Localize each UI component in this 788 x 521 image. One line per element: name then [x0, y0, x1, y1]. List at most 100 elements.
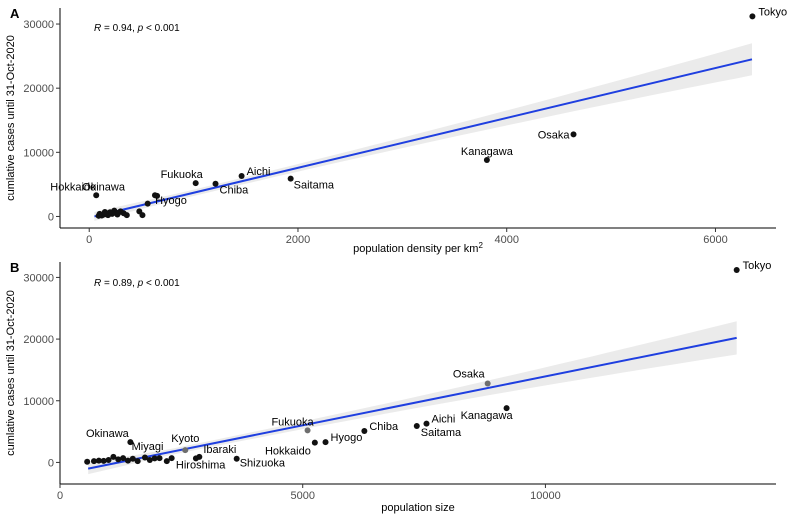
point-label: Fukuoka — [271, 416, 314, 428]
data-point — [423, 420, 430, 427]
data-point — [110, 453, 117, 460]
data-point — [100, 457, 107, 464]
point-label: Saitama — [421, 427, 462, 439]
panel-b: B 0 5000 10000 0 10000 20000 30000 population si… — [5, 260, 776, 514]
data-point — [101, 208, 108, 215]
x-tick-label: 5000 — [290, 490, 314, 502]
y-tick-label: 10000 — [23, 396, 54, 408]
data-point — [192, 455, 199, 462]
data-point — [483, 157, 490, 164]
data-point — [95, 212, 102, 219]
data-point — [146, 456, 153, 463]
annotation-part: R — [94, 23, 101, 34]
point-label: Hiroshima — [176, 459, 226, 471]
x-tick-label: 0 — [86, 234, 92, 246]
point-label: Miyagi — [132, 441, 164, 453]
data-point — [212, 180, 219, 187]
data-point — [95, 457, 102, 464]
x-tick-label: 6000 — [703, 234, 727, 246]
data-point — [304, 427, 311, 434]
data-point — [322, 439, 329, 446]
annotation-part: p — [137, 278, 144, 289]
data-point — [93, 192, 100, 199]
y-tick-label: 30000 — [23, 272, 54, 284]
point-label: Saitama — [294, 180, 335, 192]
point-label: Kanagawa — [461, 410, 514, 422]
x-tick-label: 10000 — [530, 490, 561, 502]
data-point — [163, 458, 170, 465]
data-point — [156, 455, 163, 462]
data-point — [151, 192, 158, 199]
data-point — [84, 458, 91, 465]
data-point — [182, 447, 189, 454]
y-axis-title: cumlative cases until 31-Oct-2020 — [5, 35, 17, 201]
point-label: Osaka — [453, 368, 486, 380]
data-point — [123, 212, 130, 219]
point-label: Hyogo — [331, 432, 363, 444]
data-point — [151, 455, 158, 462]
point-label: Okinawa — [86, 428, 130, 440]
data-point — [139, 212, 146, 219]
data-point — [168, 455, 175, 462]
point-label: Kyoto — [171, 433, 199, 445]
data-point — [503, 405, 510, 412]
data-point — [141, 454, 148, 461]
data-point — [570, 131, 577, 138]
data-point — [311, 439, 318, 446]
point-label: Chiba — [220, 185, 250, 197]
panel-a: A 0 2000 4000 6000 0 10000 20000 30000 population… — [5, 6, 787, 255]
confidence-band — [94, 43, 752, 221]
point-label: Tokyo — [758, 6, 787, 18]
correlation-annotation: R = 0.94, p < 0.001 — [94, 23, 180, 34]
data-point — [238, 173, 245, 180]
point-label: Shizuoka — [240, 458, 286, 470]
point-label: Hokkaido — [50, 181, 96, 193]
y-tick-label: 0 — [48, 457, 54, 469]
data-point — [361, 427, 368, 434]
y-tick-label: 0 — [48, 211, 54, 223]
data-point — [129, 455, 136, 462]
x-axis-title: population size — [381, 502, 454, 514]
data-point — [287, 175, 294, 182]
data-point — [413, 423, 420, 430]
data-point — [105, 456, 112, 463]
data-point — [233, 455, 240, 462]
point-label: Fukuoka — [161, 169, 204, 181]
point-label: Chiba — [369, 421, 399, 433]
x-tick-label: 2000 — [286, 234, 310, 246]
data-point — [192, 180, 199, 187]
data-point — [749, 13, 756, 20]
data-point — [127, 439, 134, 446]
panel-letter: B — [10, 260, 19, 275]
point-label: Osaka — [538, 129, 571, 141]
point-label: Hyogo — [155, 195, 187, 207]
x-axis-title-superscript: 2 — [478, 241, 483, 250]
data-point — [90, 458, 97, 465]
regression-line — [87, 336, 737, 470]
data-point — [134, 458, 141, 465]
point-label: Tokyo — [743, 260, 772, 272]
y-tick-label: 20000 — [23, 83, 54, 95]
data-point — [484, 380, 491, 387]
annotation-part: p — [137, 23, 144, 34]
y-axis-title: cumlative cases until 31-Oct-2020 — [5, 290, 17, 456]
annotation-part: = 0.94, — [101, 23, 137, 34]
data-point — [115, 209, 122, 216]
point-label: Hokkaido — [265, 446, 311, 458]
annotation-part: < 0.001 — [143, 278, 180, 289]
correlation-annotation: R = 0.89, p < 0.001 — [94, 278, 180, 289]
data-point — [115, 456, 122, 463]
y-tick-label: 20000 — [23, 334, 54, 346]
annotation-part: < 0.001 — [143, 23, 180, 34]
point-label: Aichi — [431, 414, 455, 426]
point-label: Okinawa — [82, 181, 126, 193]
panel-letter: A — [10, 6, 20, 21]
y-tick-label: 30000 — [23, 19, 54, 31]
x-tick-label: 0 — [57, 490, 63, 502]
annotation-part: R — [94, 278, 101, 289]
data-point — [124, 457, 131, 464]
y-tick-label: 10000 — [23, 147, 54, 159]
point-label: Aichi — [247, 166, 271, 178]
point-label: Kanagawa — [461, 146, 514, 158]
x-tick-label: 4000 — [494, 234, 518, 246]
